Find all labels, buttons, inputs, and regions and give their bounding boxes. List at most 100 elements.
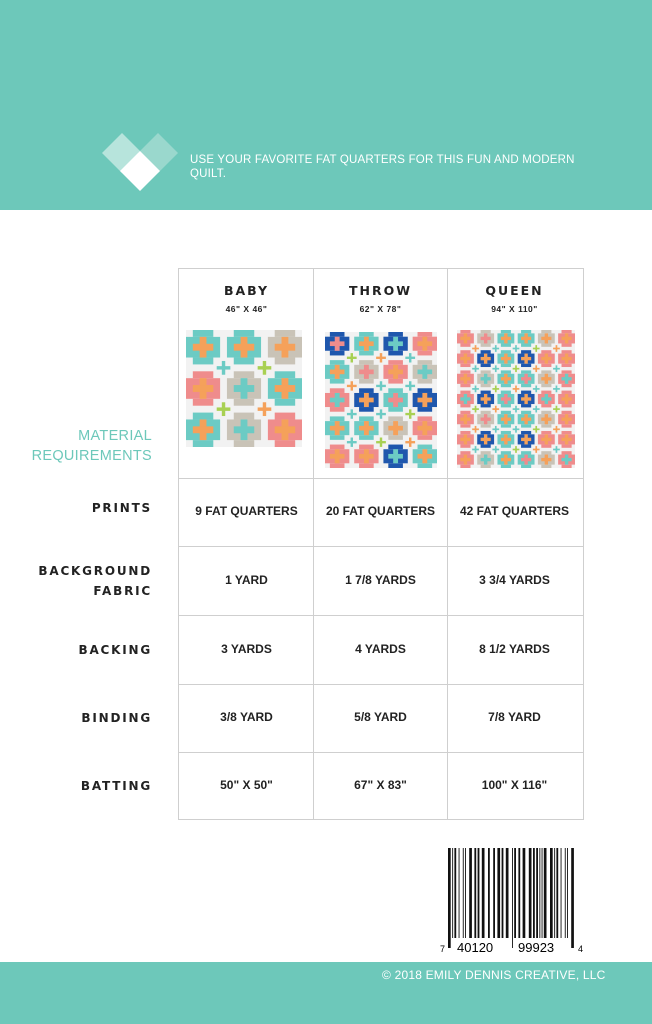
logo-icon bbox=[102, 133, 178, 191]
quilt-block bbox=[517, 410, 535, 428]
barcode-bar bbox=[488, 848, 490, 938]
quilt-block bbox=[325, 444, 350, 468]
barcode-bar bbox=[469, 848, 472, 938]
barcode-bar bbox=[560, 848, 562, 938]
row-label: BACKGROUND FABRIC bbox=[38, 563, 152, 598]
column-throw: THROW 62" X 78" bbox=[313, 269, 448, 314]
barcode-bar bbox=[493, 848, 495, 938]
quilt-block bbox=[497, 370, 515, 388]
barcode-bar bbox=[550, 848, 553, 938]
barcode-bar bbox=[452, 848, 454, 938]
barcode-bar bbox=[556, 848, 559, 938]
quilt-block bbox=[517, 370, 535, 388]
quilt-block bbox=[354, 388, 379, 412]
quilt-block bbox=[457, 390, 474, 408]
cell-value: 20 FAT QUARTERS bbox=[325, 504, 436, 518]
barcode-bar bbox=[501, 848, 504, 938]
cell-value: 1 7/8 YARDS bbox=[345, 572, 416, 587]
cell-value: 7/8 YARD bbox=[488, 710, 541, 724]
row-label: PRINTS bbox=[91, 501, 152, 515]
quilt-block bbox=[457, 410, 474, 428]
barcode-bar bbox=[481, 848, 485, 938]
quilt-block bbox=[457, 451, 474, 468]
quilt-block bbox=[537, 370, 555, 388]
barcode-bar bbox=[518, 848, 521, 938]
row-label: BACKING bbox=[78, 642, 152, 657]
quilt-block bbox=[457, 350, 474, 368]
cell-value: 4 YARDS bbox=[355, 641, 406, 656]
size-name: THROW bbox=[348, 283, 413, 298]
barcode-bar bbox=[448, 848, 451, 948]
quilt-block bbox=[537, 350, 555, 368]
quilt-block bbox=[558, 350, 575, 368]
cell-value: 5/8 YARD bbox=[354, 710, 407, 724]
cell-value: 100" X 116" bbox=[481, 778, 548, 792]
barcode-bar bbox=[567, 848, 568, 938]
quilt-block bbox=[497, 451, 515, 468]
quilt-block bbox=[412, 388, 437, 412]
quilt-block bbox=[558, 410, 575, 428]
quilt-block bbox=[558, 390, 575, 408]
quilt-block bbox=[354, 332, 379, 356]
quilt-block bbox=[457, 430, 474, 448]
quilt-block bbox=[267, 330, 302, 365]
barcode-bar bbox=[571, 848, 574, 948]
quilt-block bbox=[457, 330, 474, 347]
quilt-block bbox=[383, 332, 408, 356]
barcode-bar bbox=[522, 848, 526, 938]
quilt-block bbox=[497, 390, 515, 408]
barcode-bar bbox=[454, 848, 457, 938]
barcode-bar bbox=[528, 848, 532, 938]
barcode-bar bbox=[458, 848, 460, 938]
cell-value: 9 FAT QUARTERS bbox=[195, 504, 298, 518]
quilt-block bbox=[477, 370, 495, 388]
barcode-bar bbox=[541, 848, 543, 938]
quilt-block bbox=[477, 451, 495, 468]
footer-band bbox=[0, 962, 652, 1024]
barcode-bar bbox=[505, 848, 509, 938]
quilt-block bbox=[325, 332, 350, 356]
quilt-block bbox=[497, 430, 515, 448]
cell-value: 3/8 YARD bbox=[220, 710, 273, 724]
row-label: BATTING bbox=[80, 779, 152, 793]
quilt-block bbox=[325, 388, 350, 412]
quilt-baby-image bbox=[186, 330, 302, 447]
quilt-block bbox=[354, 360, 379, 384]
column-queen: QUEEN 94" X 110" bbox=[447, 269, 582, 314]
barcode: 7 40120 99923 4 bbox=[440, 848, 583, 955]
quilt-block bbox=[412, 444, 437, 468]
quilt-block bbox=[558, 330, 575, 347]
quilt-block bbox=[517, 430, 535, 448]
cell-value: 67" X 83" bbox=[354, 778, 407, 792]
quilt-block bbox=[226, 371, 262, 406]
barcode-bar bbox=[514, 848, 516, 938]
quilt-block bbox=[383, 388, 408, 412]
size-dims: 46" X 46" bbox=[225, 304, 268, 314]
barcode-bar bbox=[474, 848, 477, 938]
quilt-block bbox=[517, 390, 535, 408]
quilt-block bbox=[497, 350, 515, 368]
tagline: USE YOUR FAVORITE FAT QUARTERS FOR THIS … bbox=[190, 154, 575, 180]
barcode-bar bbox=[462, 848, 464, 938]
barcode-bar bbox=[539, 848, 541, 938]
quilt-block bbox=[537, 390, 555, 408]
quilt-block bbox=[477, 390, 495, 408]
quilt-queen-image bbox=[457, 330, 575, 468]
cell-value: 42 FAT QUARTERS bbox=[459, 504, 570, 518]
size-name: QUEEN bbox=[485, 283, 544, 298]
quilt-block bbox=[497, 410, 515, 428]
cell-value: 50" X 50" bbox=[220, 778, 273, 792]
requirements-table: BABY 46" X 46" THROW 62" X 78" QUEEN 94" X … bbox=[178, 268, 584, 820]
quilt-block bbox=[383, 360, 408, 384]
barcode-bar bbox=[533, 848, 535, 938]
quilt-block bbox=[226, 330, 262, 365]
quilt-block bbox=[412, 332, 437, 356]
barcode-bar bbox=[477, 848, 480, 938]
size-dims: 94" X 110" bbox=[491, 304, 538, 314]
quilt-block bbox=[325, 360, 350, 384]
quilt-block bbox=[497, 330, 515, 347]
quilt-block bbox=[537, 451, 555, 468]
quilt-block bbox=[537, 430, 555, 448]
cell-value: 3 3/4 YARDS bbox=[479, 572, 550, 587]
quilt-block bbox=[267, 371, 302, 406]
